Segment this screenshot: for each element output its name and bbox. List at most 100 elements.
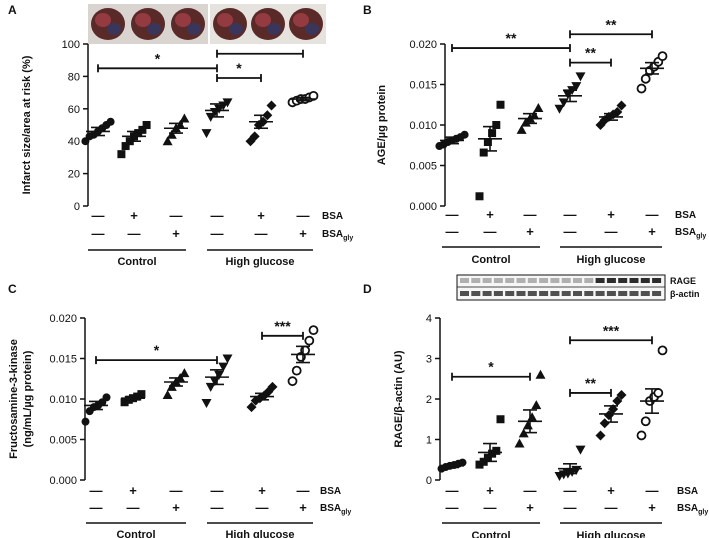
stained-region (147, 23, 161, 35)
open-circle-point (657, 51, 668, 62)
group-3 (554, 445, 586, 481)
infarct-region (217, 13, 233, 27)
group-1 (475, 100, 505, 201)
group-5 (287, 325, 319, 387)
triangle-point (175, 120, 186, 129)
actin-band (493, 291, 503, 296)
rage-band (561, 278, 571, 283)
open-circle-point (636, 83, 647, 94)
actin-band (640, 291, 650, 296)
triangle-point (162, 136, 173, 146)
bsa-row-label: BSA (677, 486, 698, 497)
actin-band (527, 291, 537, 296)
bsa-sign: — (524, 483, 537, 498)
bsa-sign: — (211, 483, 224, 498)
open-circle-point (636, 430, 647, 441)
blot-label-rage: RAGE (670, 276, 696, 286)
group-2 (514, 369, 546, 448)
group-4 (595, 389, 627, 441)
actin-band (618, 291, 628, 296)
square-point (134, 129, 143, 138)
triangle-point (531, 400, 542, 410)
triangle-down-point (575, 72, 586, 82)
panel-letter: B (363, 3, 372, 17)
control-label: Control (471, 254, 510, 266)
y-tick-label: 0 (426, 475, 432, 487)
open-circle-point (308, 325, 319, 336)
bsa-sign: — (90, 483, 103, 498)
y-axis-label-line: Fructosamine-3-kinase (8, 339, 20, 459)
heart-photos (88, 4, 326, 44)
group-0 (437, 458, 467, 473)
bsagly-row-label: BSAgly (322, 229, 353, 242)
triangle-down-point (558, 98, 569, 108)
bsagly-sign: — (605, 224, 618, 239)
high-glucose-label: High glucose (576, 530, 645, 538)
y-tick-label: 0.010 (49, 394, 77, 406)
bsa-sign: + (129, 483, 137, 498)
bsagly-sub: gly (341, 509, 351, 516)
triangle-down-point (201, 129, 212, 139)
bsagly-row-label: BSAgly (675, 227, 706, 240)
triangle-point (162, 389, 173, 399)
triangle-down-point (575, 445, 586, 455)
bsagly-row-label: BSAgly (320, 503, 351, 516)
rage-band (493, 278, 503, 283)
y-tick-label: 0.020 (409, 39, 437, 51)
square-point (488, 449, 497, 458)
significance-label: ** (506, 30, 517, 46)
bsagly-sign: — (211, 226, 224, 241)
bsa-sign: + (257, 208, 265, 223)
rage-band (550, 278, 560, 283)
rage-band (595, 278, 605, 283)
significance-label: * (488, 359, 494, 375)
y-tick-label: 100 (62, 39, 80, 51)
group-0 (435, 130, 469, 151)
triangle-point (527, 412, 538, 422)
bsagly-sign: + (648, 224, 656, 239)
actin-band (561, 291, 571, 296)
actin-band (516, 291, 526, 296)
bsagly-sign: + (526, 224, 534, 239)
bsa-sign: — (564, 207, 577, 222)
bsa-row-label: BSA (675, 210, 696, 221)
triangle-point (166, 129, 177, 139)
diamond-point (246, 402, 257, 413)
bsa-sign: — (646, 483, 659, 498)
group-3 (554, 72, 586, 114)
y-tick-label: 0.005 (409, 161, 437, 173)
diamond-point (612, 396, 623, 407)
significance-label: * (155, 50, 161, 66)
blot-label-actin: β-actin (670, 289, 700, 299)
diamond-point (616, 100, 627, 111)
diamond-point (599, 418, 610, 429)
bsagly-sign: — (605, 500, 618, 515)
diamond-point (616, 389, 627, 400)
triangle-down-point (554, 104, 565, 114)
bsa-sign: + (258, 483, 266, 498)
actin-band (652, 291, 662, 296)
rage-band (471, 278, 481, 283)
bsa-sign: — (564, 483, 577, 498)
bsagly-sign: — (90, 500, 103, 515)
y-axis-label-line: (ng/mL/µg protein) (22, 350, 34, 447)
triangle-down-point (218, 362, 229, 372)
bsagly-sign: — (564, 224, 577, 239)
bsa-sign: — (446, 483, 459, 498)
y-tick-label: 0.015 (409, 80, 437, 92)
triangle-point (533, 102, 544, 112)
y-tick-label: 20 (68, 169, 80, 181)
triangle-down-point (201, 399, 212, 409)
square-point (483, 138, 492, 147)
square-point (117, 150, 126, 159)
circle-point (81, 417, 90, 426)
actin-band (550, 291, 560, 296)
group-4 (595, 100, 627, 130)
rage-band (460, 278, 469, 283)
bsagly-sign: + (172, 500, 180, 515)
triangle-point (516, 124, 527, 134)
triangle-point (514, 438, 525, 448)
rage-band (652, 278, 662, 283)
bsagly-sign: — (92, 226, 105, 241)
stained-region (107, 23, 121, 35)
